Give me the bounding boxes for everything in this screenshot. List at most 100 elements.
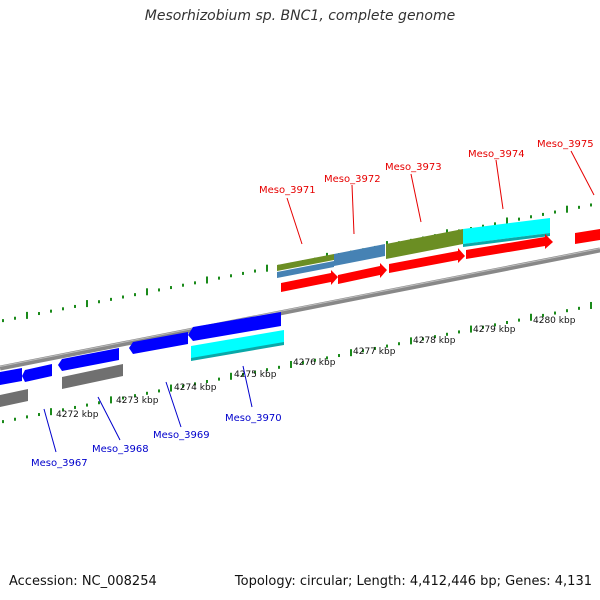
minor-tick xyxy=(98,401,100,405)
minor-tick xyxy=(50,309,52,313)
gene-label-forward[interactable]: Meso_3974 xyxy=(468,149,525,160)
minor-tick xyxy=(14,316,16,320)
major-tick xyxy=(50,408,52,416)
forward-gene-labels: Meso_3971 Meso_3972 Meso_3973 Meso_3974 … xyxy=(259,139,595,245)
major-tick xyxy=(350,349,352,357)
minor-tick xyxy=(218,377,220,381)
minor-tick xyxy=(254,370,256,374)
minor-tick xyxy=(362,349,364,353)
gray-feature-3968[interactable] xyxy=(62,364,123,389)
feature-green-bar-3971[interactable] xyxy=(277,254,334,271)
minor-tick xyxy=(2,420,4,424)
cds-arrow-3972[interactable] xyxy=(338,263,387,284)
feature-cyan-bar-3974[interactable] xyxy=(463,218,550,244)
leader-line xyxy=(242,365,253,408)
feature-steelblue-bar-3971[interactable] xyxy=(277,261,334,278)
minor-tick xyxy=(278,365,280,369)
major-tick xyxy=(86,300,88,308)
reverse-arrow-3966[interactable] xyxy=(0,368,22,385)
minor-tick xyxy=(542,212,544,216)
minor-tick xyxy=(74,405,76,409)
minor-tick xyxy=(530,215,532,219)
minor-tick xyxy=(494,323,496,327)
major-tick xyxy=(290,360,292,368)
minor-tick xyxy=(446,332,448,336)
gene-label-forward[interactable]: Meso_3971 xyxy=(259,185,316,196)
minor-tick xyxy=(230,274,232,278)
major-tick xyxy=(506,217,508,225)
leader-line xyxy=(351,184,355,235)
minor-tick xyxy=(506,320,508,324)
minor-tick xyxy=(158,389,160,393)
scale-label: 4273 kbp xyxy=(116,396,159,406)
gene-label-forward[interactable]: Meso_3973 xyxy=(385,162,442,173)
major-tick xyxy=(590,301,592,309)
minor-tick xyxy=(170,286,172,290)
minor-tick xyxy=(302,361,304,365)
minor-tick xyxy=(98,300,100,304)
minor-tick xyxy=(14,417,16,421)
accession-text: Accession: NC_008254 xyxy=(9,574,157,589)
minor-tick xyxy=(194,281,196,285)
minor-tick xyxy=(338,354,340,358)
minor-tick xyxy=(578,306,580,310)
cds-arrow-3974[interactable] xyxy=(466,234,553,259)
minor-tick xyxy=(194,382,196,386)
cds-arrow-3971[interactable] xyxy=(281,270,338,292)
scale-label: 4275 kbp xyxy=(234,370,277,380)
minor-tick xyxy=(482,224,484,228)
feature-green-bar-3973[interactable] xyxy=(386,229,463,259)
major-tick xyxy=(170,384,172,392)
minor-tick xyxy=(122,295,124,299)
lower-tick-track xyxy=(2,301,592,424)
minor-tick xyxy=(422,337,424,341)
scale-labels: 4272 kbp 4273 kbp 4274 kbp 4275 kbp 4276… xyxy=(56,316,576,420)
reverse-arrow-3970[interactable] xyxy=(188,312,281,341)
genome-backbone xyxy=(0,247,600,371)
leader-line xyxy=(97,396,121,441)
leader-line xyxy=(410,173,422,223)
cds-arrow-3975[interactable] xyxy=(575,229,600,244)
minor-tick xyxy=(182,283,184,287)
reverse-arrow-3969[interactable] xyxy=(129,332,188,354)
minor-tick xyxy=(254,269,256,273)
minor-tick xyxy=(398,342,400,346)
minor-tick xyxy=(134,293,136,297)
gene-label-reverse[interactable]: Meso_3968 xyxy=(92,444,149,455)
feature-cyan-shadow-3974 xyxy=(463,233,550,247)
gene-label-reverse[interactable]: Meso_3967 xyxy=(31,458,88,469)
minor-tick xyxy=(554,311,556,315)
minor-tick xyxy=(542,313,544,317)
reverse-arrow-3968[interactable] xyxy=(58,348,119,371)
major-tick xyxy=(26,311,28,319)
scale-label: 4277 kbp xyxy=(353,347,396,357)
major-tick xyxy=(266,264,268,272)
major-tick xyxy=(530,313,532,321)
minor-tick xyxy=(158,288,160,292)
minor-tick xyxy=(38,413,40,417)
major-tick xyxy=(566,205,568,213)
minor-tick xyxy=(482,325,484,329)
major-tick xyxy=(230,372,232,380)
cds-arrow-3973[interactable] xyxy=(389,248,465,273)
cyan-feature-shadow-3970 xyxy=(191,342,284,361)
gene-label-reverse[interactable]: Meso_3970 xyxy=(225,413,282,424)
minor-tick xyxy=(146,391,148,395)
scale-label: 4276 kbp xyxy=(293,358,336,368)
feature-steelblue-bar-3972[interactable] xyxy=(334,244,385,266)
minor-tick xyxy=(458,330,460,334)
gene-label-forward[interactable]: Meso_3972 xyxy=(324,174,381,185)
minor-tick xyxy=(206,379,208,383)
major-tick xyxy=(146,288,148,296)
minor-tick xyxy=(242,372,244,376)
scale-label: 4280 kbp xyxy=(533,316,576,326)
gray-feature-3966[interactable] xyxy=(0,389,28,407)
leader-line xyxy=(165,381,182,428)
reverse-arrow-3967[interactable] xyxy=(22,364,52,382)
cyan-feature-3970[interactable] xyxy=(191,330,284,360)
minor-tick xyxy=(590,203,592,207)
gene-label-reverse[interactable]: Meso_3969 xyxy=(153,430,210,441)
gene-label-forward[interactable]: Meso_3975 xyxy=(537,139,594,150)
minor-tick xyxy=(386,344,388,348)
